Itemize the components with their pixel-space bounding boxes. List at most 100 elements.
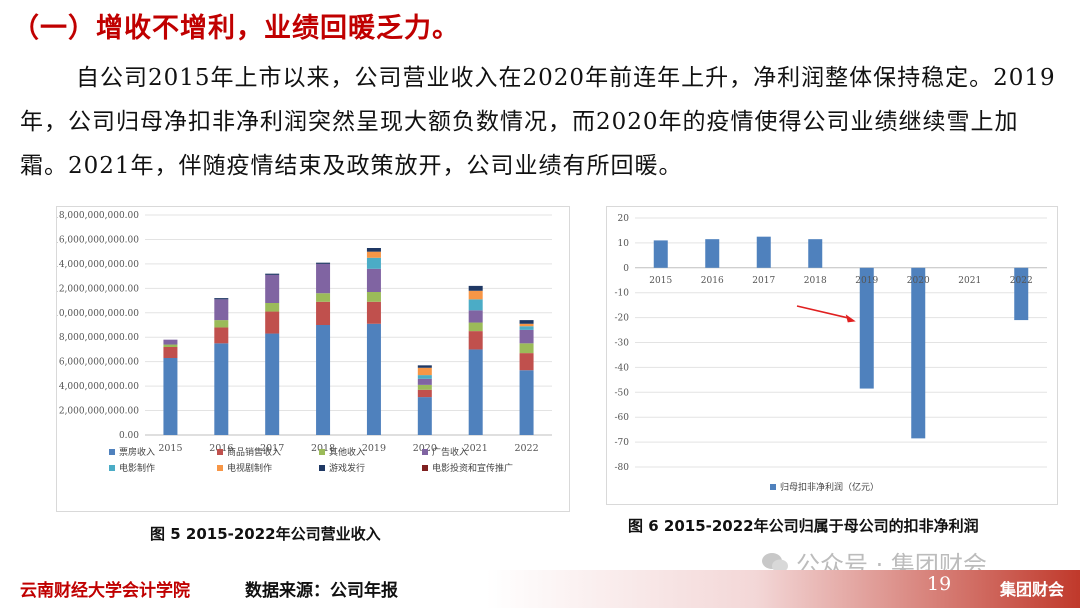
x-tick-label: 2021	[958, 276, 981, 286]
legend-label: 电影投资和宣传推广	[432, 462, 513, 474]
revenue-chart-svg: 0.00 2,000,000,000.00 4,000,000,000.00 6,00…	[53, 211, 552, 474]
bar-segment	[265, 273, 280, 275]
x-tick-label: 2017	[752, 276, 775, 286]
y-tick-label: 12,000,000,000.00	[57, 284, 139, 294]
bar-segment	[468, 349, 483, 435]
bar-segment	[163, 358, 178, 435]
x-tick-label: 2021	[464, 443, 488, 454]
y-tick-label: -40	[615, 363, 630, 373]
x-tick-label: 2022	[1010, 276, 1033, 286]
bar-segment	[265, 333, 280, 435]
bar-segment	[214, 298, 229, 300]
x-tick-label: 2016	[209, 443, 233, 454]
y-tick-label: 2,000,000,000.00	[59, 407, 139, 417]
x-tick-label: 2020	[907, 276, 930, 286]
section-heading: （一）增收不增利，业绩回暖乏力。	[12, 13, 460, 44]
legend-label: 电视剧制作	[227, 462, 272, 474]
bar-segment	[214, 327, 229, 344]
y-tick-label: 0.00	[119, 431, 139, 441]
figure6-caption: 图 6 2015-2022年公司归属于母公司的扣非净利润	[628, 517, 979, 535]
y-tick-label: -80	[615, 463, 630, 473]
y-tick-label: 18,000,000,000.00	[57, 211, 139, 221]
bar	[1014, 267, 1029, 321]
y-tick-label: -30	[615, 339, 630, 349]
y-tick-label: 6,000,000,000.00	[59, 358, 139, 368]
legend-swatch	[319, 449, 325, 455]
figure5-caption: 图 5 2015-2022年公司营业收入	[150, 525, 381, 543]
profit-chart-svg: 20 10 0 -10 -20 -30 -40 -50 -60 -70 -80 2015 2016 201…	[615, 214, 1047, 493]
bar-segment	[417, 389, 432, 398]
y-tick-label: -60	[615, 413, 630, 423]
bar	[808, 239, 823, 268]
y-tick-label: -50	[615, 388, 630, 398]
bar-segment	[417, 378, 432, 385]
bar-segment	[417, 384, 432, 390]
profit-chart: 20 10 0 -10 -20 -30 -40 -50 -60 -70 -80 2015 2016 201…	[606, 206, 1058, 505]
bar-segment	[265, 274, 280, 303]
bar	[756, 236, 771, 268]
bar-segment	[163, 344, 178, 347]
x-tick-label: 2022	[514, 443, 538, 454]
legend-swatch	[109, 465, 115, 471]
bar-segment	[366, 257, 381, 269]
bar-segment	[366, 251, 381, 258]
bar-segment	[316, 325, 331, 435]
bar-segment	[519, 343, 534, 354]
bar-segment	[214, 299, 229, 321]
footer-bar	[0, 570, 1080, 608]
x-tick-label: 2019	[362, 443, 386, 454]
bar-segment	[265, 303, 280, 312]
bar-segment	[468, 285, 483, 291]
x-tick-label: 2015	[649, 276, 672, 286]
y-tick-label: 0	[623, 264, 629, 274]
bar-segment	[316, 262, 331, 264]
bar	[859, 267, 874, 389]
x-tick-label: 2018	[311, 443, 335, 454]
bar-segment	[468, 310, 483, 323]
legend-label: 票房收入	[119, 446, 155, 458]
y-tick-label: 20	[618, 214, 630, 224]
bar-segment	[519, 353, 534, 371]
bar-segment	[316, 293, 331, 302]
x-tick-label: 2018	[804, 276, 827, 286]
y-tick-label: 14,000,000,000.00	[57, 260, 139, 270]
legend-swatch	[422, 449, 428, 455]
y-tick-label: -20	[615, 314, 630, 324]
bar-segment	[316, 263, 331, 294]
bar-segment	[468, 299, 483, 311]
bar	[911, 267, 926, 439]
x-tick-label: 2016	[701, 276, 724, 286]
bar-segment	[316, 301, 331, 325]
legend-label: 广告收入	[432, 446, 468, 458]
revenue-chart: 0.00 2,000,000,000.00 4,000,000,000.00 6,00…	[53, 206, 570, 512]
legend-label: 游戏发行	[329, 462, 365, 474]
y-tick-label: 8,000,000,000.00	[59, 333, 139, 343]
y-tick-label: 10,000,000,000.00	[57, 309, 139, 319]
legend-label: 归母扣非净利润（亿元）	[780, 481, 879, 493]
bar-segment	[519, 370, 534, 435]
annotation-arrowhead	[845, 314, 856, 323]
legend-swatch	[319, 465, 325, 471]
y-tick-label: 4,000,000,000.00	[59, 382, 139, 392]
legend-swatch	[770, 484, 776, 490]
bar-segment	[417, 397, 432, 435]
y-tick-label: 16,000,000,000.00	[57, 235, 139, 245]
legend-swatch	[217, 465, 223, 471]
bar-segment	[468, 322, 483, 332]
bar-segment	[163, 347, 178, 358]
bar-segment	[417, 375, 432, 379]
footer-source: 数据来源：公司年报	[245, 581, 398, 601]
legend-swatch	[109, 449, 115, 455]
bar-segment	[417, 367, 432, 376]
legend-swatch	[217, 449, 223, 455]
bar-segment	[468, 331, 483, 350]
x-tick-label: 2020	[413, 443, 437, 454]
x-tick-label: 2015	[158, 443, 182, 454]
y-tick-label: 10	[618, 239, 630, 249]
y-tick-label: -10	[615, 289, 630, 299]
body-paragraph: 自公司2015年上市以来，公司营业收入在2020年前连年上升，净利润整体保持稳定…	[20, 65, 1056, 179]
footer-school: 云南财经大学会计学院	[20, 581, 190, 601]
bar-segment	[468, 290, 483, 300]
bar-segment	[519, 323, 534, 327]
bar-segment	[163, 339, 178, 345]
